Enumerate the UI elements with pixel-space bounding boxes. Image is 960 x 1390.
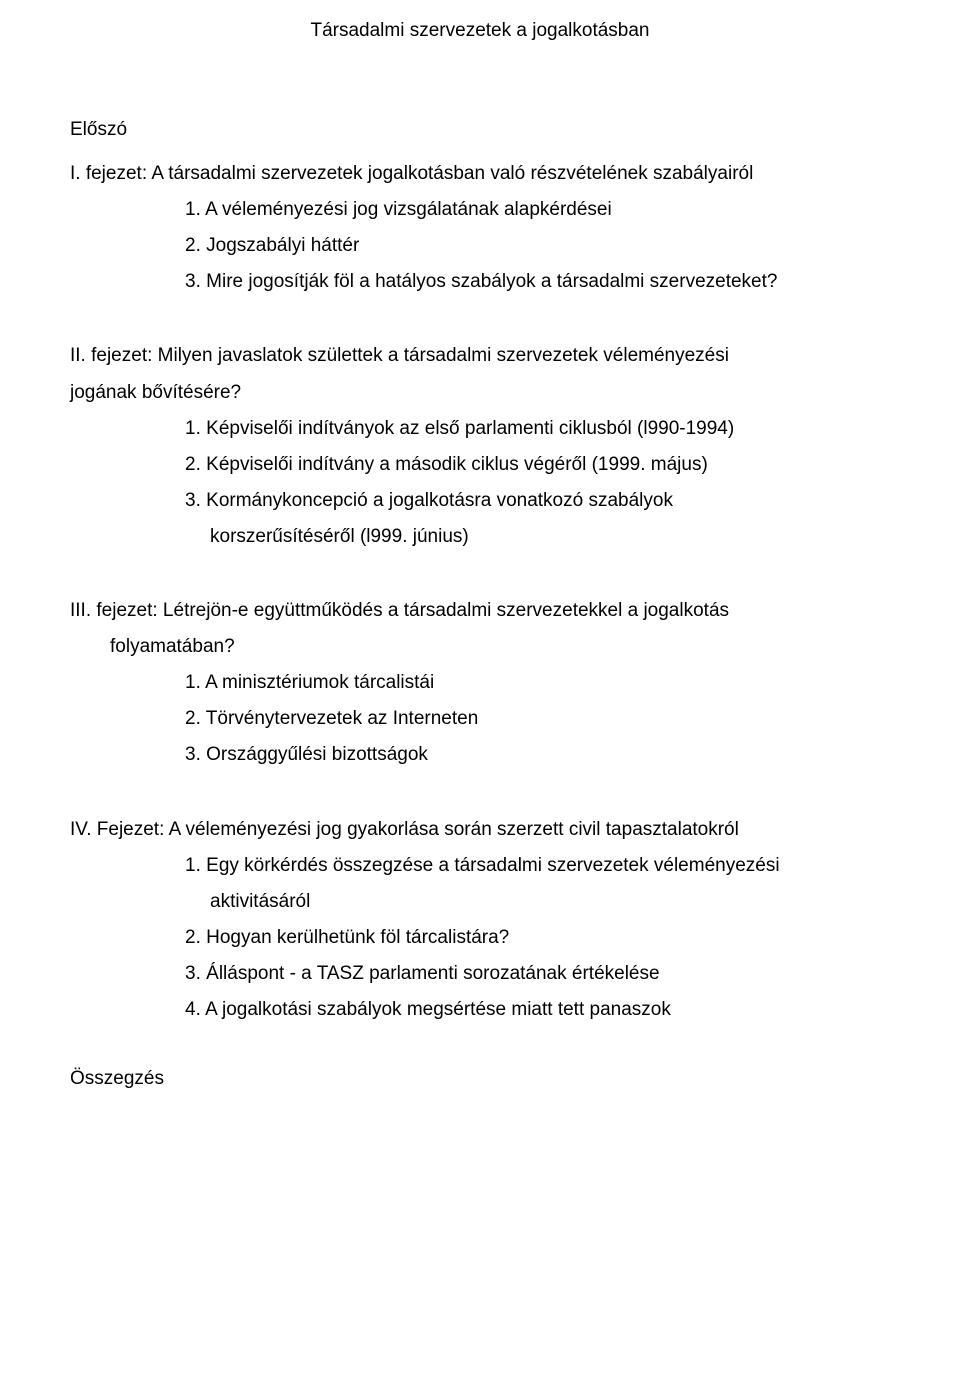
- chapter3-block: III. fejezet: Létrejön-e együttműködés a…: [70, 593, 890, 773]
- list-item: 2. Hogyan kerülhetünk föl tárcalistára?: [210, 920, 890, 956]
- chapter1-heading: I. fejezet: A társadalmi szervezetek jog…: [70, 156, 890, 192]
- item-num: 1.: [185, 855, 201, 876]
- list-item: 2. Jogszabályi háttér: [210, 228, 890, 264]
- list-item: 3. Országgyűlési bizottságok: [210, 737, 890, 773]
- item-text: Álláspont - a TASZ parlamenti sorozatána…: [206, 963, 659, 984]
- item-num: 3.: [185, 490, 201, 511]
- item-num: 1.: [185, 672, 201, 693]
- page-title: Társadalmi szervezetek a jogalkotásban: [70, 20, 890, 42]
- item-num: 3.: [185, 963, 201, 984]
- chapter2-item3-line2: korszerűsítéséről (l999. június): [70, 519, 890, 555]
- item-num: 1.: [185, 199, 201, 220]
- item-text: A véleményezési jog vizsgálatának alapké…: [205, 199, 612, 220]
- list-item: 1. Képviselői indítványok az első parlam…: [210, 411, 890, 447]
- chapter2-item3-line1: 3. Kormánykoncepció a jogalkotásra vonat…: [70, 483, 890, 519]
- chapter1-list: 1. A véleményezési jog vizsgálatának ala…: [70, 192, 890, 300]
- list-item: 2. Képviselői indítvány a második ciklus…: [210, 447, 890, 483]
- chapter4-item1-line2: aktivitásáról: [70, 884, 890, 920]
- item-text: Kormánykoncepció a jogalkotásra vonatkoz…: [206, 490, 673, 511]
- list-item: 4. A jogalkotási szabályok megsértése mi…: [210, 992, 890, 1028]
- item-num: 2.: [185, 235, 201, 256]
- eloszo-heading: Előszó: [70, 112, 890, 148]
- chapter3-heading-line1: III. fejezet: Létrejön-e együttműködés a…: [70, 593, 890, 629]
- item-num: 2.: [185, 454, 201, 475]
- chapter4-heading: IV. Fejezet: A véleményezési jog gyakorl…: [70, 812, 890, 848]
- chapter4-block: IV. Fejezet: A véleményezési jog gyakorl…: [70, 812, 890, 1029]
- item-num: 3.: [185, 744, 201, 765]
- chapter2-heading-line2: jogának bővítésére?: [70, 375, 890, 411]
- chapter3-heading-line2: folyamatában?: [70, 629, 890, 665]
- item-text: Képviselői indítványok az első parlament…: [206, 418, 734, 439]
- item-text: Mire jogosítják föl a hatályos szabályok…: [206, 271, 777, 292]
- item-text: Jogszabályi háttér: [206, 235, 359, 256]
- chapter2-heading-line1: II. fejezet: Milyen javaslatok születtek…: [70, 338, 890, 374]
- chapter2-list: 1. Képviselői indítványok az első parlam…: [70, 411, 890, 483]
- list-item: 2. Törvénytervezetek az Interneten: [210, 701, 890, 737]
- list-item: 3. Álláspont - a TASZ parlamenti sorozat…: [210, 956, 890, 992]
- osszegzes: Összegzés: [70, 1068, 890, 1090]
- list-item: 1. A minisztériumok tárcalistái: [210, 665, 890, 701]
- item-text: Képviselői indítvány a második ciklus vé…: [206, 454, 708, 475]
- item-text: Hogyan kerülhetünk föl tárcalistára?: [206, 927, 509, 948]
- item-num: 2.: [185, 927, 201, 948]
- list-item: 3. Mire jogosítják föl a hatályos szabál…: [210, 264, 890, 300]
- chapter2-block: II. fejezet: Milyen javaslatok születtek…: [70, 338, 890, 555]
- item-text: A jogalkotási szabályok megsértése miatt…: [205, 999, 671, 1020]
- eloszo-block: Előszó I. fejezet: A társadalmi szerveze…: [70, 112, 890, 300]
- item-text: Országgyűlési bizottságok: [206, 744, 428, 765]
- chapter4-list: 2. Hogyan kerülhetünk föl tárcalistára? …: [70, 920, 890, 1028]
- item-num: 2.: [185, 708, 201, 729]
- item-num: 4.: [185, 999, 201, 1020]
- item-text: Egy körkérdés összegzése a társadalmi sz…: [206, 855, 779, 876]
- item-num: 1.: [185, 418, 201, 439]
- list-item: 1. A véleményezési jog vizsgálatának ala…: [210, 192, 890, 228]
- item-text: Törvénytervezetek az Interneten: [206, 708, 478, 729]
- chapter4-item1-line1: 1. Egy körkérdés összegzése a társadalmi…: [70, 848, 890, 884]
- chapter3-list: 1. A minisztériumok tárcalistái 2. Törvé…: [70, 665, 890, 773]
- item-text: A minisztériumok tárcalistái: [205, 672, 434, 693]
- item-num: 3.: [185, 271, 201, 292]
